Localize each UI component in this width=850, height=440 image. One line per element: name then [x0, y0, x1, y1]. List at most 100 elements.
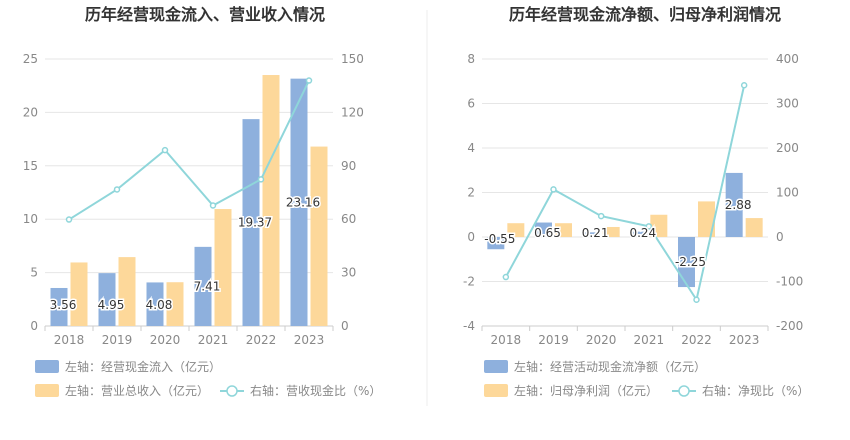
bar-data-label: 0.65: [534, 226, 561, 240]
left-axis-tick-label: 10: [23, 212, 38, 226]
ratio-point: [305, 77, 313, 84]
bar-data-label: 4.08: [146, 298, 173, 312]
left-axis-tick-label: 25: [23, 52, 38, 66]
right-axis-tick-label: 200: [776, 141, 799, 155]
legend-swatch-bar: [484, 360, 508, 373]
bar-primary: [194, 246, 212, 326]
legend-swatch-bar: [35, 360, 59, 373]
bar-data-label: 19.37: [238, 216, 272, 230]
ratio-line: [68, 80, 310, 221]
bar-primary: [290, 78, 308, 326]
legend-swatch-point: [678, 385, 690, 397]
right-axis-tick-label: 100: [776, 186, 799, 200]
left-axis-tick-label: 20: [23, 105, 38, 119]
ratio-point: [161, 146, 169, 154]
bar-primary: [146, 282, 164, 326]
left-axis-tick-label: 0: [467, 230, 475, 244]
legend-swatch-bar: [484, 384, 508, 397]
ratio-point: [257, 176, 265, 183]
left-axis-tick-label: -2: [463, 275, 475, 289]
right-axis-tick-label: 30: [341, 266, 356, 280]
chart-title: 历年经营现金流净额、归母净利润情况: [509, 5, 781, 24]
left-axis-tick-label: 8: [467, 52, 475, 66]
bar-data-label: 3.56: [50, 298, 77, 312]
ratio-point: [65, 216, 73, 223]
bar-secondary: [650, 214, 668, 237]
bar-primary: [630, 231, 648, 237]
right-axis-tick-label: -100: [776, 275, 803, 289]
bar-primary: [242, 119, 260, 326]
bar-secondary: [745, 218, 763, 237]
chart-title: 历年经营现金流入、营业收入情况: [85, 5, 325, 24]
bar-secondary: [555, 223, 572, 237]
ratio-point: [597, 212, 605, 220]
right-axis-tick-label: 400: [776, 52, 799, 66]
x-axis-category-label: 2021: [198, 333, 229, 347]
bar-secondary: [698, 201, 715, 237]
ratio-line: [504, 85, 746, 303]
bar-secondary: [602, 226, 620, 237]
legend-label: 左轴：营业总收入（亿元）: [65, 383, 209, 398]
bar-secondary: [70, 262, 88, 326]
bar-primary: [725, 172, 743, 237]
bar-secondary: [507, 223, 525, 237]
ratio-point: [209, 202, 217, 209]
bar-secondary: [214, 209, 232, 326]
left-axis-tick-label: 4: [467, 141, 475, 155]
right-axis-tick-label: 150: [341, 52, 364, 66]
bar-primary: [582, 232, 600, 237]
left-axis-tick-label: -4: [463, 319, 475, 333]
right-axis-tick-label: 60: [341, 212, 356, 226]
x-axis-category-label: 2018: [491, 333, 522, 347]
left-axis-tick-label: 6: [467, 97, 475, 111]
bar-data-label: -2.25: [675, 255, 706, 269]
bar-data-label: 0.24: [629, 226, 656, 240]
right-axis-tick-label: 90: [341, 159, 356, 173]
left-axis-tick-label: 15: [23, 159, 38, 173]
x-axis-category-label: 2019: [102, 333, 133, 347]
bar-primary: [678, 237, 695, 288]
right-axis-tick-label: 120: [341, 105, 364, 119]
legend-label: 左轴：经营现金流入（亿元）: [65, 359, 221, 374]
x-axis-category-label: 2023: [294, 333, 325, 347]
ratio-point: [502, 273, 510, 281]
bar-data-label: 7.41: [194, 279, 221, 293]
x-axis-category-label: 2018: [54, 333, 85, 347]
left-axis-tick-label: 2: [467, 186, 475, 200]
x-axis-category-label: 2023: [729, 333, 760, 347]
ratio-point: [740, 82, 748, 89]
x-axis-category-label: 2022: [681, 333, 712, 347]
legend-label: 右轴：营收现金比（%）: [250, 383, 381, 398]
bar-primary: [50, 287, 68, 326]
legend-swatch-bar: [35, 384, 59, 397]
bar-data-label: 23.16: [286, 195, 320, 209]
x-axis-category-label: 2020: [150, 333, 181, 347]
ratio-point: [550, 186, 557, 193]
legend-swatch-point: [226, 385, 238, 397]
x-axis-category-label: 2021: [634, 333, 665, 347]
bar-data-label: 2.88: [725, 198, 752, 212]
bar-data-label: 4.95: [98, 298, 125, 312]
right-axis-tick-label: 0: [776, 230, 784, 244]
ratio-point: [645, 223, 653, 230]
right-axis-tick-label: 300: [776, 97, 799, 111]
right-axis-tick-label: 0: [341, 319, 349, 333]
legend-label: 左轴：经营活动现金流净额（亿元）: [514, 359, 706, 374]
ratio-point: [113, 186, 121, 193]
x-axis-category-label: 2019: [538, 333, 569, 347]
left-axis-tick-label: 5: [30, 266, 38, 280]
bar-secondary: [310, 146, 328, 326]
bar-primary: [535, 222, 552, 237]
legend-label: 右轴：净现比（%）: [702, 383, 809, 398]
bar-data-label: -0.55: [484, 232, 515, 246]
ratio-point: [693, 296, 700, 303]
x-axis-category-label: 2022: [246, 333, 277, 347]
x-axis-category-label: 2020: [586, 333, 617, 347]
right-axis-tick-label: -200: [776, 319, 803, 333]
bar-secondary: [166, 282, 184, 326]
bar-secondary: [262, 75, 280, 327]
bar-primary: [487, 237, 505, 250]
left-axis-tick-label: 0: [30, 319, 38, 333]
